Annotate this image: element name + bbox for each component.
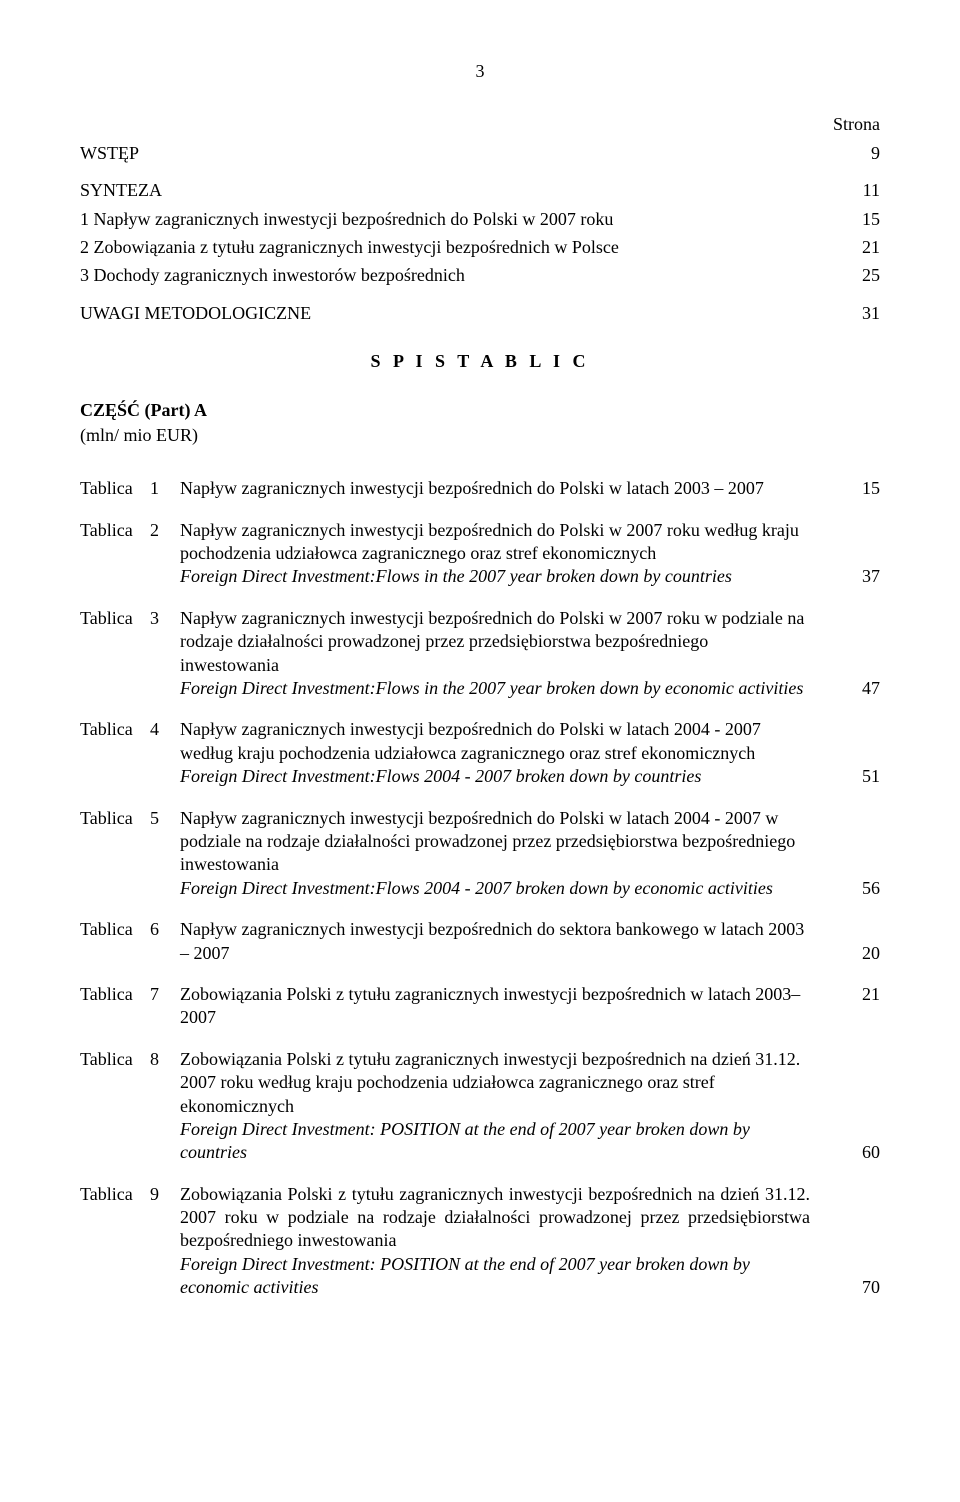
tablica-desc-italic: Foreign Direct Investment:Flows 2004 - 2… (180, 765, 810, 788)
tablica-desc: Napływ zagranicznych inwestycji bezpośre… (180, 477, 830, 500)
tablica-desc-italic: Foreign Direct Investment: POSITION at t… (180, 1118, 810, 1165)
toc-entry-label: 2 Zobowiązania z tytułu zagranicznych in… (80, 236, 830, 259)
tablica-page: 15 (830, 477, 880, 500)
tablica-desc: Napływ zagranicznych inwestycji bezpośre… (180, 918, 830, 965)
toc-entry-label: WSTĘP (80, 142, 830, 165)
toc-entry-page: 15 (830, 208, 880, 231)
toc-entry: 3 Dochody zagranicznych inwestorów bezpo… (80, 264, 880, 287)
tablica-page: 21 (830, 983, 880, 1006)
tablica-page: 20 (830, 942, 880, 965)
tablica-desc-main: Napływ zagranicznych inwestycji bezpośre… (180, 477, 810, 500)
tablica-num: 5 (150, 807, 180, 830)
tablica-desc: Zobowiązania Polski z tytułu zagraniczny… (180, 1183, 830, 1300)
toc-entry: SYNTEZA11 (80, 179, 880, 202)
toc-entry-label: UWAGI METODOLOGICZNE (80, 302, 830, 325)
toc-entry-label: 1 Napływ zagranicznych inwestycji bezpoś… (80, 208, 830, 231)
sub-label: (mln/ mio EUR) (80, 424, 880, 447)
page-number: 3 (80, 60, 880, 83)
tablica-num: 3 (150, 607, 180, 630)
tablica-page: 37 (830, 565, 880, 588)
toc-entry-page: 21 (830, 236, 880, 259)
tablica-label: Tablica (80, 519, 150, 542)
tablica-row: Tablica6Napływ zagranicznych inwestycji … (80, 918, 880, 965)
tablica-row: Tablica5Napływ zagranicznych inwestycji … (80, 807, 880, 901)
toc-entry: UWAGI METODOLOGICZNE31 (80, 302, 880, 325)
tablica-desc: Zobowiązania Polski z tytułu zagraniczny… (180, 1048, 830, 1165)
strona-label: Strona (80, 113, 880, 136)
tablica-page: 47 (830, 677, 880, 700)
tablica-label: Tablica (80, 1048, 150, 1071)
tablica-desc: Napływ zagranicznych inwestycji bezpośre… (180, 807, 830, 901)
toc-entry-page: 11 (830, 179, 880, 202)
toc-entry: 1 Napływ zagranicznych inwestycji bezpoś… (80, 208, 880, 231)
tablica-num: 4 (150, 718, 180, 741)
tablica-desc-main: Napływ zagranicznych inwestycji bezpośre… (180, 918, 810, 965)
tablica-num: 9 (150, 1183, 180, 1206)
tablica-desc: Napływ zagranicznych inwestycji bezpośre… (180, 519, 830, 589)
tablica-num: 8 (150, 1048, 180, 1071)
toc-entry-label: SYNTEZA (80, 179, 830, 202)
tablica-row: Tablica4Napływ zagranicznych inwestycji … (80, 718, 880, 788)
tablica-desc-main: Napływ zagranicznych inwestycji bezpośre… (180, 519, 810, 566)
tablica-desc-main: Zobowiązania Polski z tytułu zagraniczny… (180, 983, 810, 1030)
tablica-desc-main: Napływ zagranicznych inwestycji bezpośre… (180, 807, 810, 877)
tablica-desc: Zobowiązania Polski z tytułu zagraniczny… (180, 983, 830, 1030)
tablica-page: 51 (830, 765, 880, 788)
tablica-desc-main: Zobowiązania Polski z tytułu zagraniczny… (180, 1183, 810, 1253)
toc-entry: 2 Zobowiązania z tytułu zagranicznych in… (80, 236, 880, 259)
tablica-label: Tablica (80, 1183, 150, 1206)
tablica-label: Tablica (80, 983, 150, 1006)
tablica-desc-italic: Foreign Direct Investment: POSITION at t… (180, 1253, 810, 1300)
toc-entry-page: 9 (830, 142, 880, 165)
tablica-row: Tablica8Zobowiązania Polski z tytułu zag… (80, 1048, 880, 1165)
spis-heading: S P I S T A B L I C (80, 350, 880, 373)
tablica-row: Tablica9Zobowiązania Polski z tytułu zag… (80, 1183, 880, 1300)
tablica-desc-main: Napływ zagranicznych inwestycji bezpośre… (180, 718, 810, 765)
tablica-desc: Napływ zagranicznych inwestycji bezpośre… (180, 718, 830, 788)
tablica-label: Tablica (80, 607, 150, 630)
toc-entry: WSTĘP9 (80, 142, 880, 165)
tablica-num: 6 (150, 918, 180, 941)
tablica-desc-italic: Foreign Direct Investment:Flows in the 2… (180, 565, 810, 588)
tablica-num: 1 (150, 477, 180, 500)
tablica-row: Tablica1Napływ zagranicznych inwestycji … (80, 477, 880, 500)
tablica-num: 2 (150, 519, 180, 542)
tablica-label: Tablica (80, 918, 150, 941)
tablica-desc-italic: Foreign Direct Investment:Flows 2004 - 2… (180, 877, 810, 900)
tablica-desc-main: Napływ zagranicznych inwestycji bezpośre… (180, 607, 810, 677)
tablica-page: 70 (830, 1276, 880, 1299)
tablica-row: Tablica7Zobowiązania Polski z tytułu zag… (80, 983, 880, 1030)
tablica-label: Tablica (80, 807, 150, 830)
tablica-desc-main: Zobowiązania Polski z tytułu zagraniczny… (180, 1048, 810, 1118)
tablica-row: Tablica3Napływ zagranicznych inwestycji … (80, 607, 880, 701)
tablica-desc-italic: Foreign Direct Investment:Flows in the 2… (180, 677, 810, 700)
toc-entry-label: 3 Dochody zagranicznych inwestorów bezpo… (80, 264, 830, 287)
tablica-page: 56 (830, 877, 880, 900)
tablica-num: 7 (150, 983, 180, 1006)
tablica-label: Tablica (80, 718, 150, 741)
tablica-row: Tablica2Napływ zagranicznych inwestycji … (80, 519, 880, 589)
tablica-page: 60 (830, 1141, 880, 1164)
tablica-label: Tablica (80, 477, 150, 500)
toc-entry-page: 31 (830, 302, 880, 325)
toc-entry-page: 25 (830, 264, 880, 287)
tablica-desc: Napływ zagranicznych inwestycji bezpośre… (180, 607, 830, 701)
part-label: CZĘŚĆ (Part) A (80, 399, 880, 422)
